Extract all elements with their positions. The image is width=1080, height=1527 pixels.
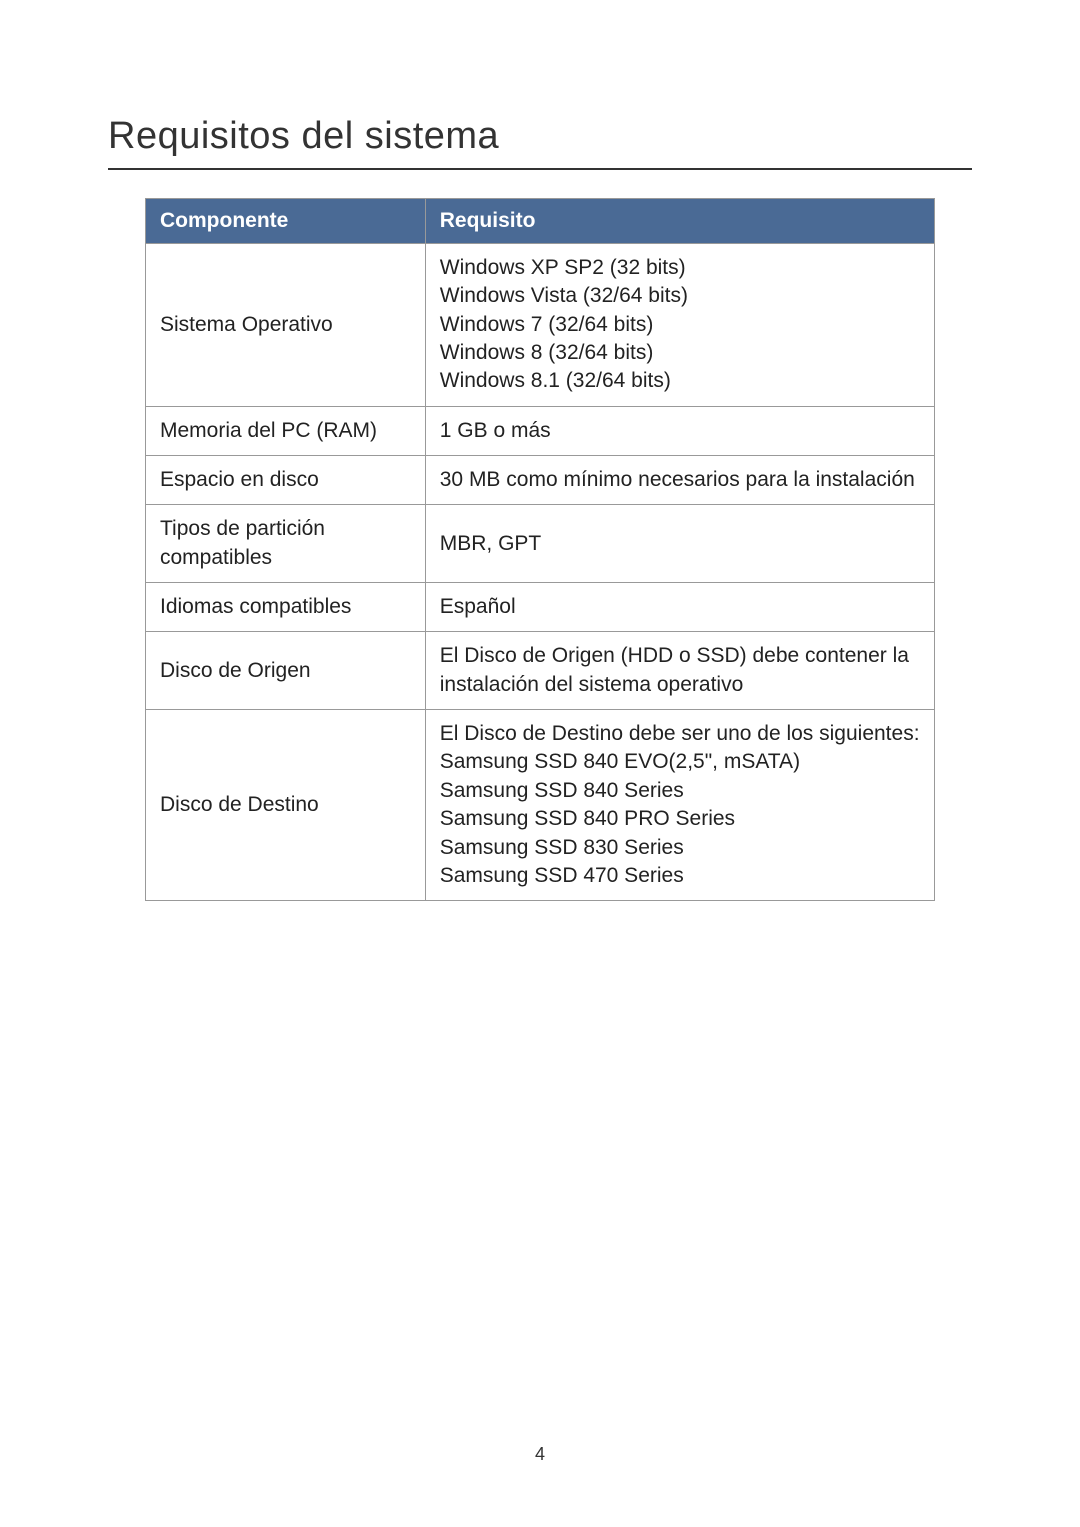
cell-requirement: 1 GB o más — [425, 406, 934, 455]
cell-component: Disco de Destino — [146, 710, 426, 901]
cell-requirement: Windows XP SP2 (32 bits)Windows Vista (3… — [425, 244, 934, 407]
requirement-line: Windows 8.1 (32/64 bits) — [440, 367, 920, 395]
cell-component: Sistema Operativo — [146, 244, 426, 407]
requirements-table: Componente Requisito Sistema OperativoWi… — [145, 198, 935, 901]
table-header-row: Componente Requisito — [146, 199, 935, 244]
requirement-line: El Disco de Destino debe ser uno de los … — [440, 720, 920, 748]
requirement-line: Samsung SSD 840 EVO(2,5", mSATA) — [440, 748, 920, 776]
page-number: 4 — [0, 1444, 1080, 1465]
table-row: Idiomas compatiblesEspañol — [146, 583, 935, 632]
requirement-line: Windows 7 (32/64 bits) — [440, 311, 920, 339]
page-title: Requisitos del sistema — [108, 115, 972, 170]
page-container: Requisitos del sistema Componente Requis… — [0, 0, 1080, 901]
table-row: Sistema OperativoWindows XP SP2 (32 bits… — [146, 244, 935, 407]
cell-component: Idiomas compatibles — [146, 583, 426, 632]
requirement-line: Windows XP SP2 (32 bits) — [440, 254, 920, 282]
requirement-line: Samsung SSD 840 PRO Series — [440, 805, 920, 833]
cell-component: Tipos de partición compatibles — [146, 505, 426, 583]
cell-component: Espacio en disco — [146, 456, 426, 505]
table-row: Tipos de partición compatiblesMBR, GPT — [146, 505, 935, 583]
cell-component: Memoria del PC (RAM) — [146, 406, 426, 455]
requirement-line: Samsung SSD 830 Series — [440, 834, 920, 862]
table-body: Sistema OperativoWindows XP SP2 (32 bits… — [146, 244, 935, 901]
table-row: Disco de Destino El Disco de Destino debe… — [146, 710, 935, 901]
requirement-line: Windows Vista (32/64 bits) — [440, 282, 920, 310]
table-row: Espacio en disco30 MB como mínimo necesa… — [146, 456, 935, 505]
requirement-line: Samsung SSD 840 Series — [440, 777, 920, 805]
cell-requirement: Español — [425, 583, 934, 632]
cell-component: Disco de Origen — [146, 632, 426, 710]
cell-requirement: 30 MB como mínimo necesarios para la ins… — [425, 456, 934, 505]
cell-requirement: El Disco de Destino debe ser uno de los … — [425, 710, 934, 901]
table-row: Disco de OrigenEl Disco de Origen (HDD o… — [146, 632, 935, 710]
cell-requirement: El Disco de Origen (HDD o SSD) debe cont… — [425, 632, 934, 710]
column-header-requirement: Requisito — [425, 199, 934, 244]
column-header-component: Componente — [146, 199, 426, 244]
cell-requirement: MBR, GPT — [425, 505, 934, 583]
requirement-line: Windows 8 (32/64 bits) — [440, 339, 920, 367]
table-row: Memoria del PC (RAM)1 GB o más — [146, 406, 935, 455]
requirement-line: Samsung SSD 470 Series — [440, 862, 920, 890]
